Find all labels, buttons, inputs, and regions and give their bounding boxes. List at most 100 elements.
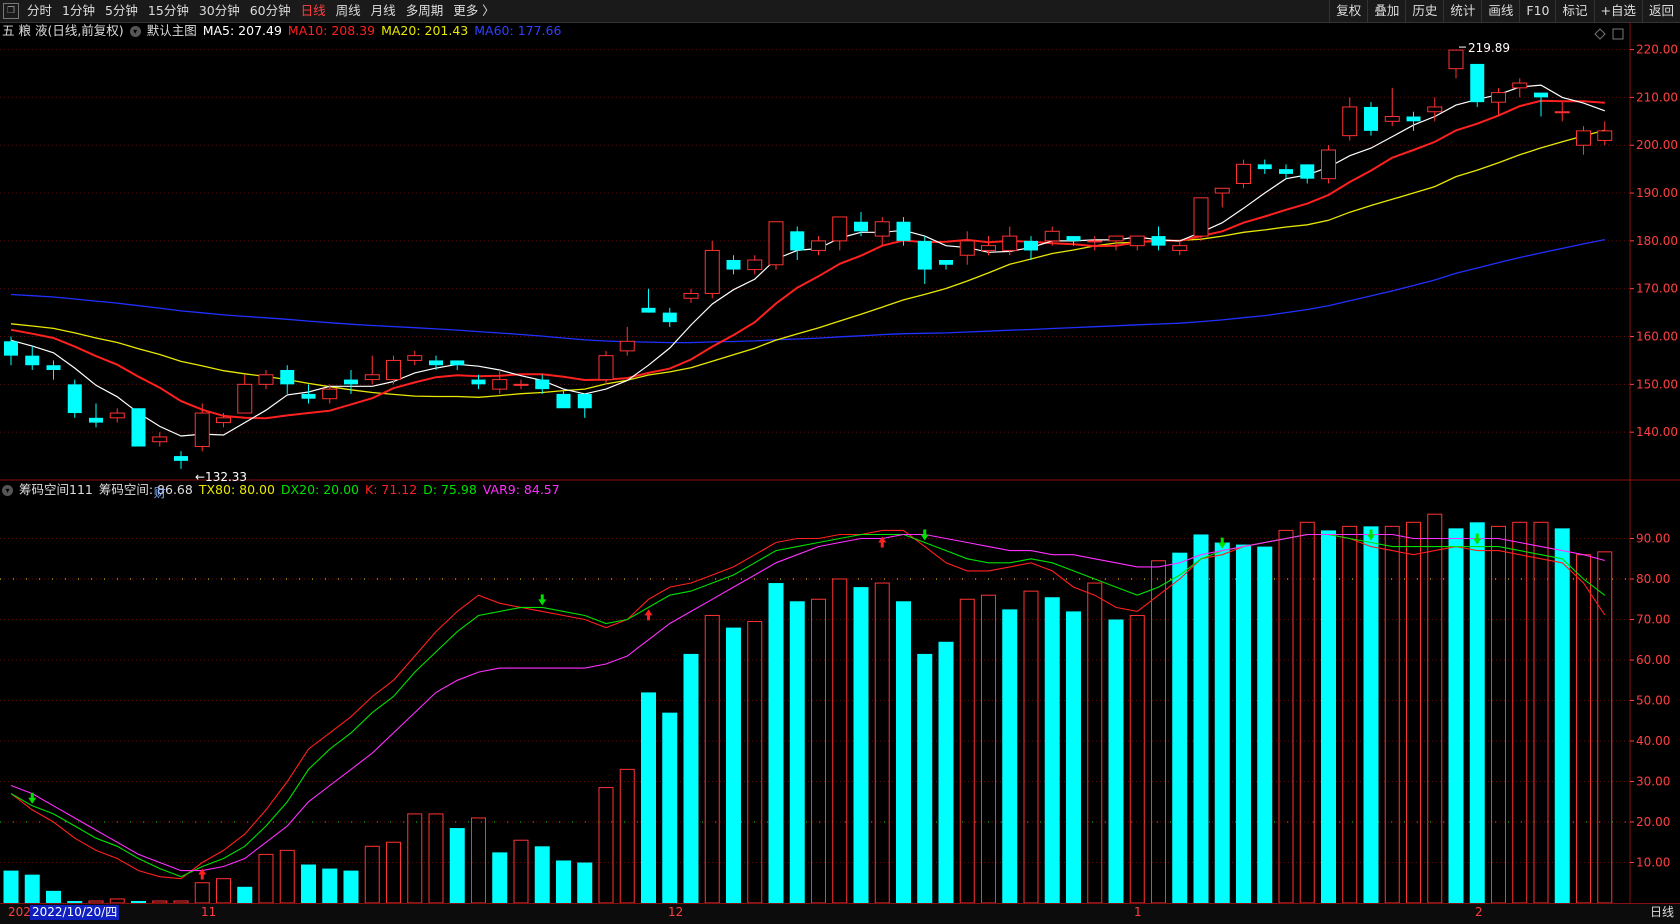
candle-body [174,456,188,461]
tab-period-1[interactable]: 1分钟 [62,3,95,18]
chip-bar-43 [917,653,933,903]
toolbar-button-1[interactable]: 叠加 [1367,0,1405,22]
tab-period-5[interactable]: 60分钟 [249,3,291,18]
candle-body [1491,92,1506,103]
tab-period-9[interactable]: 多周期 [405,3,444,18]
main-y-tick-3: 170.00 [1636,282,1678,296]
candle-body [1364,106,1378,131]
ma5-line [10,84,1606,437]
toolbar-button-6[interactable]: 标记 [1555,0,1593,22]
toolbar-button-5[interactable]: F10 [1519,0,1555,22]
dx20-value: DX20: 20.00 [280,482,359,497]
tab-period-7[interactable]: 周线 [335,3,361,18]
candle-body [1384,116,1400,122]
tab-period-0[interactable]: 分时 [27,3,53,18]
sub-y-tick-4: 50.00 [1636,694,1670,708]
chip-bar-51 [1087,582,1103,904]
candle-body [874,221,890,237]
sub-y-tick-2: 30.00 [1636,775,1670,789]
candle-body [131,408,146,447]
toolbar-button-3[interactable]: 统计 [1443,0,1481,22]
tab-period-4[interactable]: 30分钟 [198,3,240,18]
candle-27 [577,393,592,418]
candle-45 [959,231,975,265]
chip-bar-0 [3,870,19,903]
toolbar-button-0[interactable]: 复权 [1329,0,1367,22]
candle-37 [790,226,805,260]
chip-bar-41 [874,582,890,904]
chip-bar-30 [641,692,656,903]
chip-bar-63 [1342,525,1358,904]
candle-body [364,374,380,381]
candle-body [1151,236,1166,246]
toolbar-button-8[interactable]: 返回 [1641,0,1680,22]
template-name[interactable]: 默认主图 [146,23,197,38]
candle-body [896,221,911,241]
candle-8 [174,451,188,469]
candle-66 [1406,111,1421,131]
candle-body [747,259,763,271]
month-label-jan: 1 [1134,905,1142,919]
sub-chart-legend: ▾ 筹码空间111 筹码空间: 86.68 TX80: 80.00 DX20: … [2,481,560,499]
candle-body [981,245,996,251]
chip-bar-18 [386,841,401,904]
stock-title: 五 粮 液(日线,前复权) [2,23,124,38]
ma20-line [10,129,1605,398]
chip-bar-28 [598,787,614,904]
series-var9-line [10,533,1605,872]
chip-bar-47 [1002,609,1018,903]
tab-period-2[interactable]: 5分钟 [104,3,138,18]
chip-bar-58 [1236,544,1251,903]
tab-period-8[interactable]: 月线 [370,3,396,18]
sub-y-tick-3: 40.00 [1636,734,1670,748]
indicator-menu-icon[interactable]: ▾ [2,484,13,496]
candle-43 [917,236,932,284]
candle-body [1172,245,1188,251]
chip-bar-32 [683,653,699,903]
main-y-tick-7: 210.00 [1636,90,1678,104]
chip-bar-67 [1427,513,1443,904]
candle-body [1470,63,1485,103]
candle-5 [109,408,125,423]
main-y-tick-8: 220.00 [1636,43,1678,57]
toolbar-button-2[interactable]: 历史 [1405,0,1443,22]
tab-period-6[interactable]: 日线 [300,3,326,18]
candle-15 [322,384,338,404]
sub-y-tick-5: 60.00 [1636,653,1670,667]
candle-body [1576,130,1591,146]
high-price-label: 219.89 [1468,41,1510,55]
restore-window-icon[interactable]: ❐ [3,3,19,19]
chip-bar-52 [1108,619,1124,903]
toolbar-button-7[interactable]: +自选 [1593,0,1642,22]
candle-body [854,221,868,232]
candle-body [1066,236,1081,241]
chip-bar-44 [938,641,954,903]
candle-32 [683,288,699,304]
candle-body [1279,169,1293,174]
candle-body [832,216,848,242]
chip-bar-37 [789,601,805,903]
indicator-name[interactable]: 筹码空间111 [19,482,93,497]
series-k-line [10,529,1606,880]
chip-bar-12 [258,853,274,904]
ma20-value: MA20: 201.43 [381,23,469,38]
var9-value: VAR9: 84.57 [482,482,560,497]
period-indicator[interactable]: 日线 [1649,905,1674,919]
candle-68 [1448,49,1464,79]
sub-y-tick-6: 70.00 [1636,613,1670,627]
candle-body [1427,106,1443,113]
candle-body [1342,106,1358,137]
template-menu-icon[interactable]: ▾ [129,25,141,37]
candle-body [683,292,699,299]
candle-13 [280,365,295,394]
candle-body [25,355,40,366]
tab-period-3[interactable]: 15分钟 [147,3,189,18]
chip-bar-57 [1214,542,1230,903]
candle-52 [1108,235,1124,251]
chip-bar-36 [768,583,784,903]
tab-period-10[interactable]: 更多 〉 [453,3,495,18]
candle-body [194,412,210,448]
chip-bar-69 [1469,522,1485,903]
toolbar-button-4[interactable]: 画线 [1481,0,1519,22]
